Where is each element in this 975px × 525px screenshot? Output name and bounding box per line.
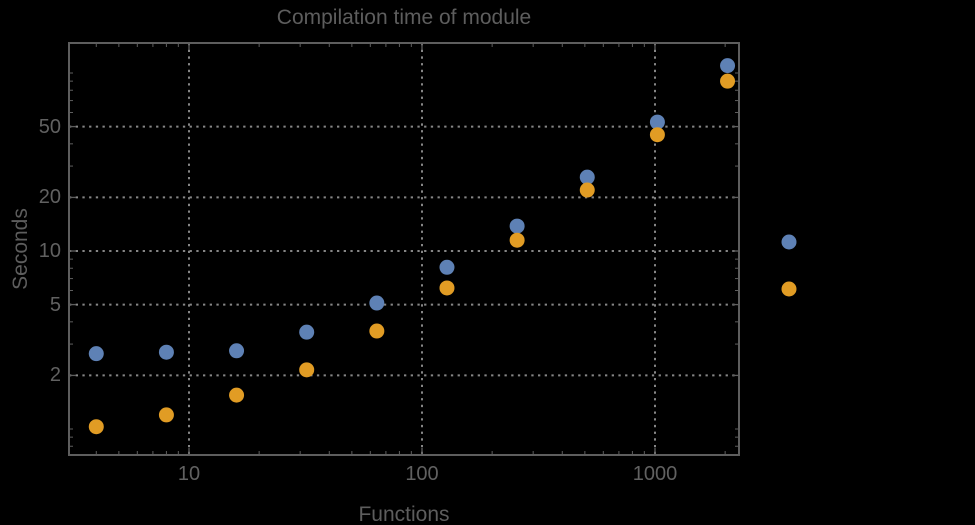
legend-marker-2 — [781, 281, 797, 297]
x-axis-label: Functions — [358, 503, 450, 525]
y-tick-label: 50 — [38, 115, 61, 138]
legend-marker-1 — [781, 234, 797, 250]
data-point-series-2-orange — [579, 182, 595, 198]
y-tick-label: 5 — [49, 293, 61, 316]
data-point-series-1-blue — [509, 218, 525, 234]
data-point-series-2-orange — [720, 73, 736, 89]
data-point-series-1-blue — [369, 295, 385, 311]
x-tick-label: 1000 — [632, 463, 678, 485]
data-point-series-2-orange — [299, 362, 315, 378]
data-point-series-2-orange — [649, 127, 665, 143]
data-point-series-1-blue — [158, 344, 174, 360]
x-tick-label: 100 — [405, 463, 439, 485]
chart-title: Compilation time of module — [276, 6, 532, 29]
data-point-series-1-blue — [439, 259, 455, 275]
data-point-series-1-blue — [88, 346, 104, 362]
plot-frame — [68, 42, 740, 456]
data-point-series-2-orange — [229, 387, 245, 403]
y-tick-label: 10 — [38, 240, 61, 262]
data-point-series-2-orange — [369, 323, 385, 339]
data-point-series-1-blue — [649, 114, 665, 130]
data-point-series-1-blue — [720, 58, 736, 74]
data-point-series-2-orange — [509, 232, 525, 248]
data-point-series-1-blue — [299, 324, 315, 340]
data-point-series-1-blue — [579, 169, 595, 185]
x-tick-label: 10 — [177, 463, 201, 485]
data-point-series-2-orange — [439, 280, 455, 296]
data-point-series-2-orange — [88, 419, 104, 435]
y-tick-label: 2 — [49, 364, 61, 387]
data-point-series-2-orange — [158, 407, 174, 423]
y-tick-label: 20 — [38, 186, 61, 209]
data-point-series-1-blue — [229, 343, 245, 359]
y-axis-label: Seconds — [9, 208, 32, 290]
